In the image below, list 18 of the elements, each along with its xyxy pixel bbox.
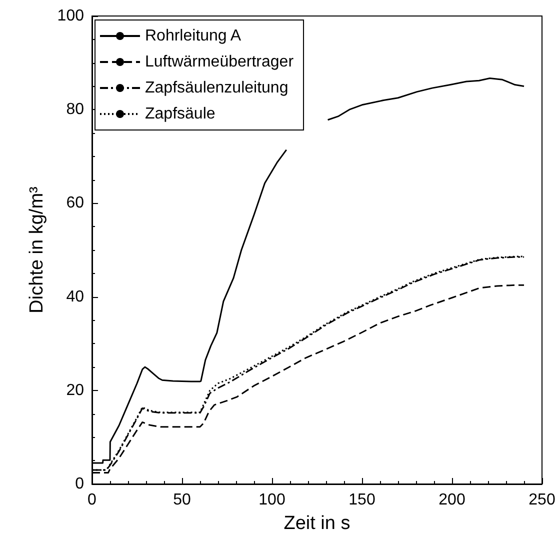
y-tick-label: 80 — [66, 101, 84, 118]
legend-label: Luftwärmeübertrager — [145, 54, 294, 70]
y-tick-label: 0 — [75, 476, 84, 492]
x-tick-label: 150 — [348, 492, 376, 508]
y-tick-label: 60 — [66, 194, 84, 212]
legend-label: Zapfsäulenzuleitung — [145, 80, 288, 96]
legend-label: Zapfsäule — [145, 106, 216, 122]
x-tick-label: 100 — [258, 492, 286, 508]
x-tick-label: 250 — [528, 492, 556, 508]
x-axis-title: Zeit in s — [284, 513, 350, 534]
y-axis-title: Dichte in kg/m³ — [26, 186, 48, 314]
x-tick-label: 0 — [88, 492, 97, 508]
y-tick-label: 100 — [57, 8, 84, 24]
x-tick-label: 50 — [173, 492, 191, 508]
y-tick-label: 40 — [66, 288, 84, 306]
y-tick-label: 20 — [66, 382, 84, 399]
x-tick-label: 200 — [438, 492, 466, 508]
legend-label: Rohrleitung A — [145, 28, 242, 44]
